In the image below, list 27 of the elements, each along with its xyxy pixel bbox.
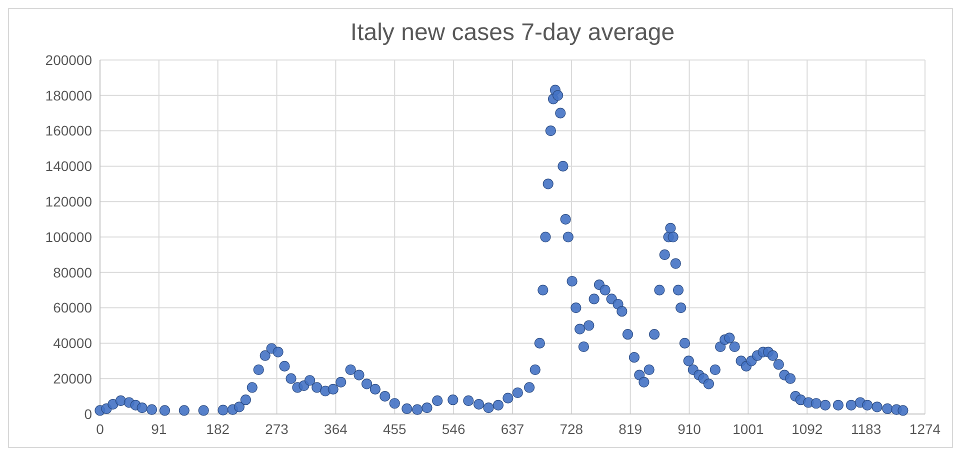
y-tick-label: 120000	[45, 194, 92, 210]
y-tick-label: 140000	[45, 158, 92, 174]
y-tick-label: 40000	[53, 335, 92, 352]
x-tick-label: 819	[618, 421, 642, 437]
y-tick-label: 180000	[45, 87, 92, 104]
x-tick-label: 1001	[732, 421, 764, 437]
x-tick-label: 364	[324, 421, 348, 437]
chart-title: Italy new cases 7-day average	[350, 19, 675, 46]
x-tick-label: 182	[206, 421, 230, 437]
x-tick-label: 637	[500, 421, 524, 437]
x-tick-label: 0	[96, 421, 104, 437]
y-tick-label: 160000	[45, 122, 92, 139]
x-tick-label: 1183	[851, 421, 882, 437]
x-tick-label: 1274	[909, 421, 941, 437]
x-tick-label: 546	[442, 421, 466, 437]
x-tick-label: 455	[382, 421, 407, 437]
y-tick-label: 100000	[45, 228, 92, 245]
y-tick-label: 200000	[45, 52, 92, 68]
x-tick-label: 910	[678, 421, 702, 437]
y-tick-label: 60000	[53, 300, 92, 316]
x-tick-label: 91	[151, 421, 167, 437]
y-tick-label: 0	[84, 406, 92, 422]
x-tick-label: 273	[265, 421, 289, 437]
y-tick-label: 20000	[53, 370, 92, 386]
x-tick-label: 1092	[792, 421, 823, 437]
y-tick-label: 80000	[53, 264, 92, 280]
x-tick-label: 728	[560, 421, 584, 437]
